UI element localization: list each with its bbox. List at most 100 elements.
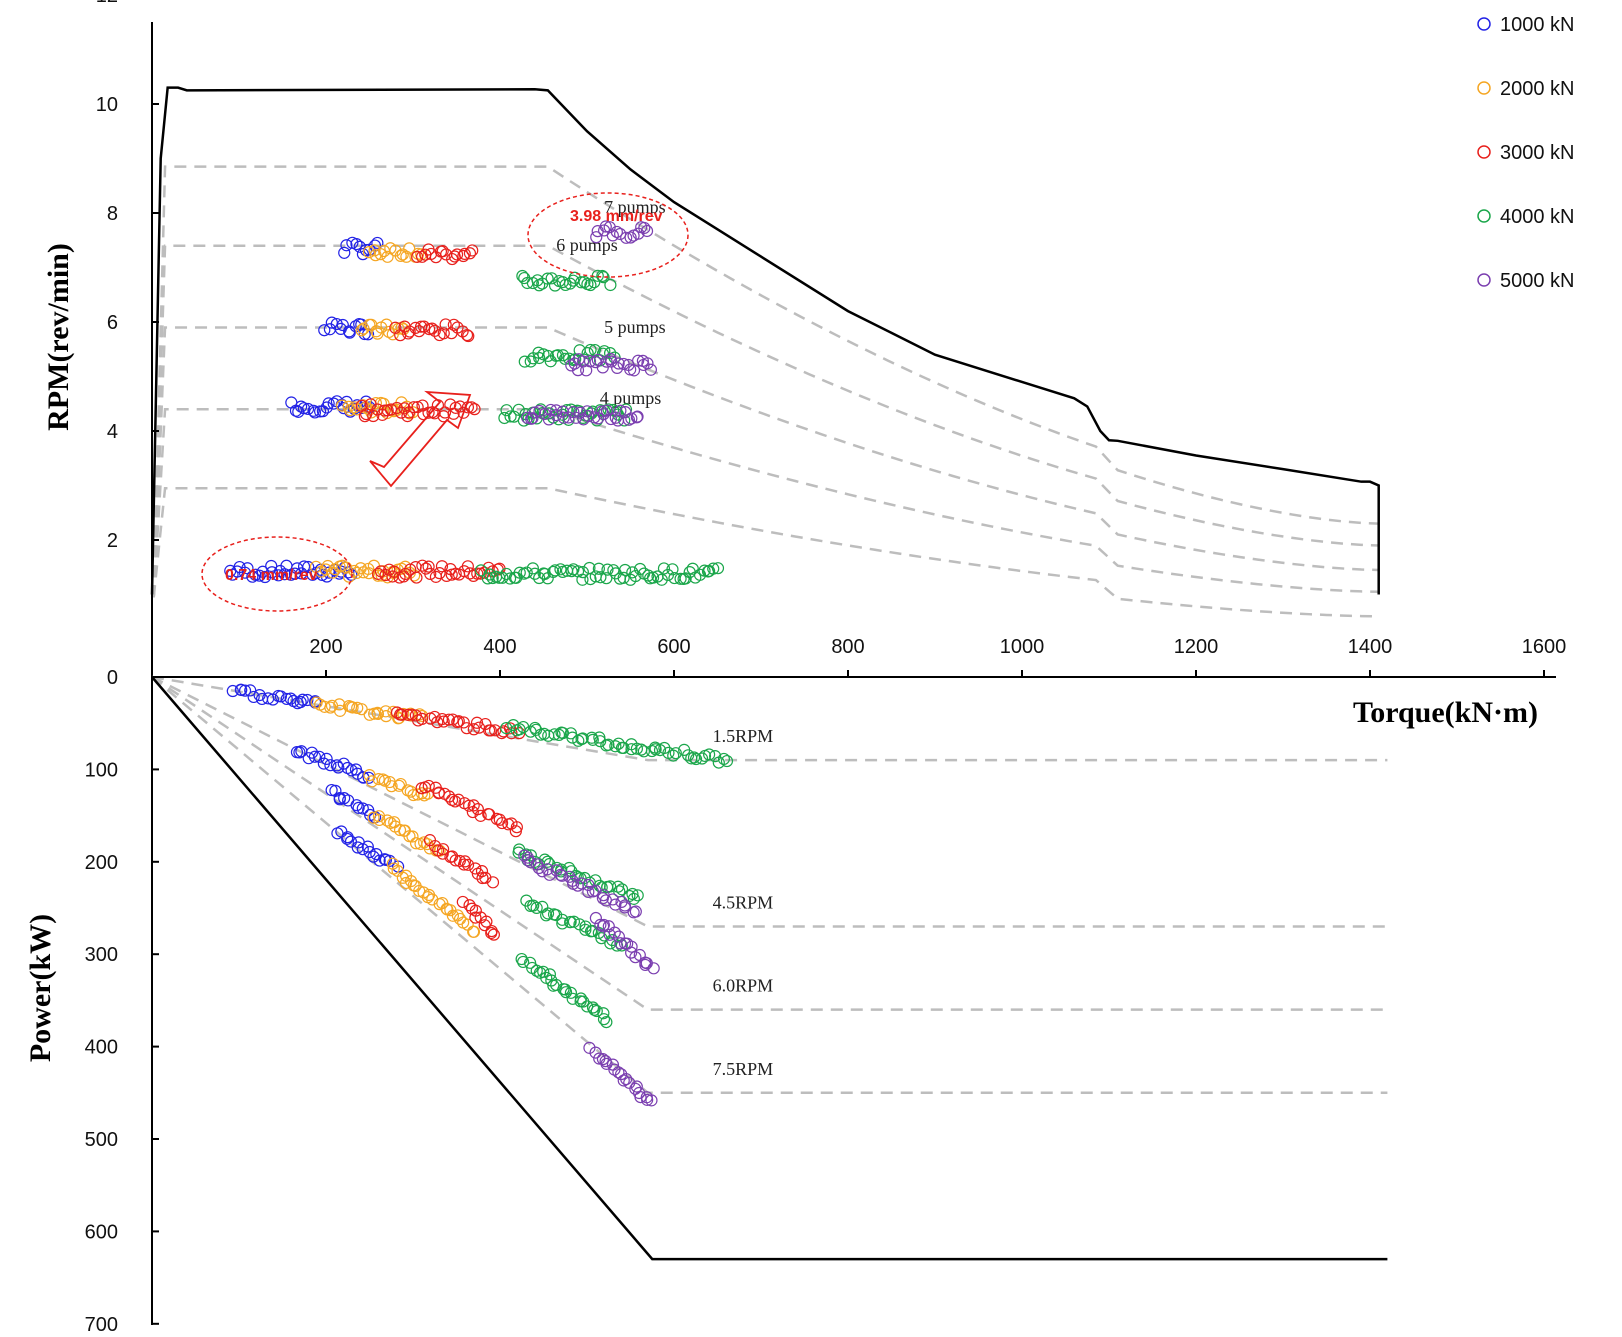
data-point bbox=[301, 402, 315, 416]
data-point bbox=[305, 746, 319, 759]
data-point bbox=[568, 357, 581, 370]
data-point bbox=[609, 411, 622, 424]
data-point bbox=[555, 863, 568, 876]
bottom-y-tick-label: 400 bbox=[85, 1037, 118, 1059]
pump-guide-line bbox=[152, 326, 1379, 598]
data-point bbox=[512, 846, 525, 859]
data-point bbox=[318, 700, 331, 713]
data-point bbox=[604, 278, 617, 292]
data-point bbox=[256, 565, 269, 578]
data-point bbox=[686, 562, 699, 575]
data-point bbox=[527, 899, 540, 912]
x-axis-title: Torque(kN·m) bbox=[1353, 696, 1538, 729]
data-point bbox=[415, 250, 429, 263]
data-point bbox=[308, 406, 322, 419]
data-point bbox=[467, 799, 480, 812]
data-point bbox=[437, 843, 450, 856]
data-point bbox=[318, 324, 331, 337]
data-point bbox=[556, 913, 569, 926]
data-point bbox=[594, 918, 607, 931]
legend-label: 2000 kN bbox=[1500, 78, 1575, 100]
data-point bbox=[589, 911, 602, 925]
data-point bbox=[518, 355, 531, 368]
legend-label: 4000 kN bbox=[1500, 206, 1575, 228]
data-point bbox=[590, 1004, 603, 1018]
data-point bbox=[226, 684, 239, 698]
data-point bbox=[559, 986, 573, 999]
data-point bbox=[396, 248, 409, 261]
data-point bbox=[350, 238, 363, 251]
top-y-tick-label: 4 bbox=[107, 421, 118, 443]
data-point bbox=[487, 928, 500, 941]
data-point bbox=[322, 397, 335, 410]
data-point bbox=[463, 799, 476, 812]
data-point bbox=[401, 708, 414, 721]
data-point bbox=[646, 571, 660, 584]
data-point bbox=[641, 357, 654, 370]
legend-item: 2000 kN bbox=[1477, 78, 1575, 100]
data-point bbox=[566, 731, 579, 744]
data-point bbox=[517, 955, 530, 969]
data-point bbox=[679, 572, 692, 585]
data-point bbox=[407, 401, 420, 414]
data-point bbox=[584, 278, 597, 292]
data-point bbox=[576, 573, 589, 586]
data-point bbox=[351, 841, 364, 854]
arrow-shape bbox=[369, 390, 472, 488]
data-point bbox=[471, 567, 484, 580]
data-point bbox=[461, 858, 475, 871]
bottom-y-tick-label: 200 bbox=[85, 852, 118, 874]
data-point bbox=[626, 566, 639, 579]
data-point bbox=[333, 698, 346, 711]
data-point bbox=[579, 923, 592, 936]
data-point bbox=[395, 708, 408, 721]
data-point bbox=[609, 898, 622, 911]
data-point bbox=[484, 724, 497, 737]
data-point bbox=[404, 563, 417, 576]
data-point bbox=[641, 1093, 654, 1106]
data-point bbox=[361, 840, 374, 853]
data-point bbox=[655, 573, 668, 586]
data-point bbox=[244, 684, 257, 697]
data-point bbox=[313, 750, 326, 763]
data-point bbox=[428, 324, 441, 337]
data-point bbox=[435, 560, 449, 573]
data-point bbox=[703, 748, 716, 761]
data-point bbox=[307, 404, 320, 417]
data-point bbox=[336, 318, 349, 332]
data-point bbox=[594, 571, 607, 584]
data-point bbox=[474, 809, 487, 822]
data-point bbox=[537, 965, 550, 978]
data-point bbox=[541, 272, 554, 285]
data-point bbox=[380, 318, 393, 331]
data-point bbox=[416, 559, 429, 572]
top-scatter-points bbox=[224, 220, 725, 586]
rpm-guide-line bbox=[151, 675, 1388, 762]
bottom-y-tick-label: 500 bbox=[85, 1129, 118, 1151]
data-point bbox=[436, 847, 449, 860]
data-point bbox=[667, 749, 680, 762]
data-point bbox=[246, 570, 259, 583]
data-point bbox=[682, 749, 695, 762]
data-point bbox=[296, 693, 309, 706]
data-point bbox=[372, 773, 385, 786]
data-point bbox=[592, 562, 605, 575]
data-point bbox=[581, 1000, 594, 1013]
data-point bbox=[620, 1072, 633, 1086]
data-point bbox=[422, 779, 435, 793]
data-point bbox=[510, 821, 523, 834]
data-point bbox=[631, 889, 644, 902]
data-point bbox=[469, 911, 482, 924]
bottom-y-tick-label: 0 bbox=[107, 667, 118, 689]
data-point bbox=[604, 347, 617, 360]
data-point bbox=[617, 1074, 630, 1087]
data-point bbox=[604, 880, 617, 893]
data-point bbox=[457, 716, 470, 729]
data-point bbox=[482, 807, 495, 821]
legend-marker-icon bbox=[1477, 145, 1491, 159]
data-point bbox=[586, 1001, 600, 1014]
data-point bbox=[610, 225, 623, 239]
data-point bbox=[265, 566, 279, 579]
data-point bbox=[383, 563, 396, 576]
